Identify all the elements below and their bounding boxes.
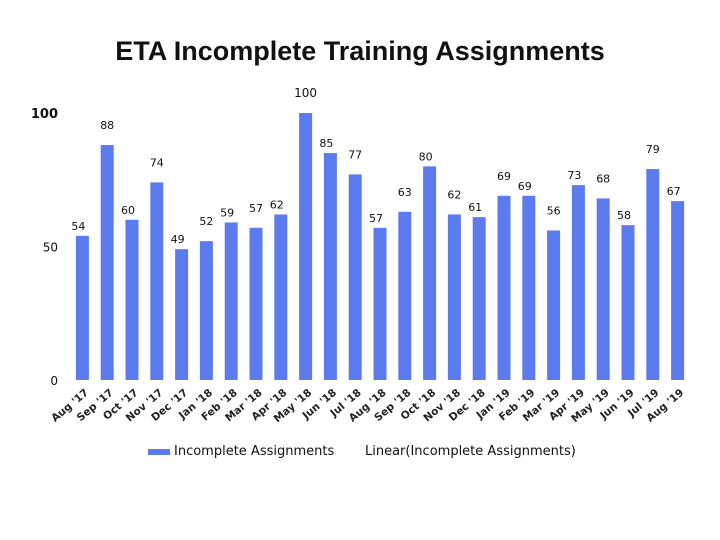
bar [423,166,437,380]
data-label: 79 [646,143,660,156]
bar [125,219,139,380]
bar [646,169,660,380]
bar [447,214,461,380]
bar [497,195,511,380]
data-label: 62 [270,198,284,211]
bar [249,227,263,380]
y-tick-label: 100 [31,107,58,122]
bar [547,230,561,380]
data-label: 69 [518,180,532,193]
data-label: 60 [121,204,135,217]
y-tick-label: 0 [50,374,58,388]
data-label: 59 [220,206,234,219]
bar [274,214,288,380]
data-label: 58 [617,209,631,222]
bar [472,217,486,380]
bar [175,249,189,380]
bar [224,222,238,380]
data-label: 73 [567,169,581,182]
data-label: 57 [249,202,263,215]
data-label: 62 [447,188,461,201]
data-label: 63 [398,186,412,199]
bar [348,174,362,380]
bar [150,182,164,380]
bar [596,198,610,380]
data-label: 68 [596,172,610,185]
legend-label-series: Incomplete Assignments [174,444,335,459]
data-label: 88 [100,119,114,132]
data-label: 61 [468,201,482,214]
legend-label-trendline: Linear(Incomplete Assignments) [365,444,576,459]
data-label: 67 [667,185,681,198]
data-label: 52 [199,215,213,228]
bar [299,113,313,380]
chart-title: ETA Incomplete Training Assignments [115,36,605,66]
data-label: 77 [348,148,362,161]
legend-item-series: Incomplete Assignments [148,444,334,459]
bar [323,153,337,380]
bar [522,195,536,380]
bar [571,185,585,380]
data-label: 80 [419,150,433,163]
bar [671,201,685,380]
data-label: 69 [497,170,511,183]
data-label: 56 [547,204,561,217]
legend-item-trendline: Linear(Incomplete Assignments) [365,444,576,459]
bar [100,145,114,380]
data-label: 74 [150,156,164,169]
data-label: 100 [294,86,317,100]
data-label: 49 [171,233,185,246]
bar [75,235,89,380]
bar [621,225,635,380]
bar [398,211,412,380]
bar [373,227,387,380]
bar [199,241,213,380]
data-label: 54 [71,220,85,233]
legend-swatch [148,448,170,455]
data-label: 57 [369,212,383,225]
data-label: 85 [319,137,333,150]
y-tick-label: 50 [43,241,58,255]
